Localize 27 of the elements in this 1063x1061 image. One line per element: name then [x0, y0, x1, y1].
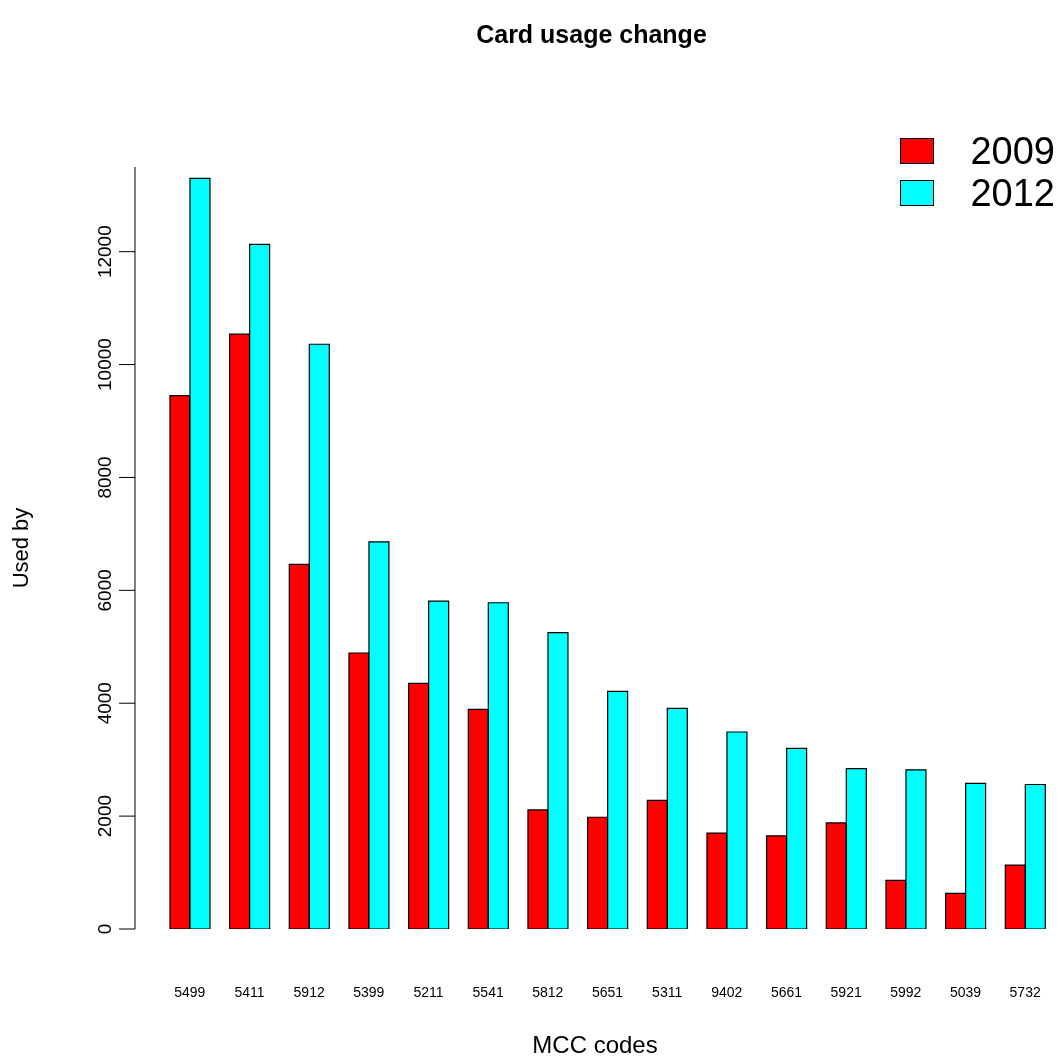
x-tick-label: 5651	[591, 983, 624, 1000]
x-tick-label: 5541	[472, 983, 504, 1000]
x-tick-label: 5411	[234, 983, 265, 1000]
legend-label: 2012	[970, 171, 1055, 215]
x-tick-label: 5992	[890, 983, 922, 1000]
chart-title: Card usage change	[475, 20, 708, 49]
x-tick-label: 5399	[353, 983, 385, 1000]
y-axis-title: Used by	[7, 507, 33, 589]
y-tick-label: 6000	[94, 569, 115, 612]
x-tick-label: 5499	[174, 983, 206, 1000]
x-tick-label: 5912	[293, 983, 325, 1000]
y-tick-label: 10000	[94, 338, 115, 391]
y-tick-label: 8000	[94, 456, 115, 499]
y-tick-label: 0	[94, 923, 115, 935]
x-axis-title: MCC codes	[532, 1031, 658, 1058]
y-tick-label: 12000	[94, 225, 115, 279]
legend-label: 2009	[970, 129, 1055, 173]
x-tick-label: 5921	[830, 983, 862, 1000]
y-tick-label: 4000	[94, 682, 115, 725]
x-tick-label: 5211	[413, 983, 444, 1000]
x-tick-label: 5039	[949, 983, 982, 1000]
x-tick-label: 5732	[1009, 983, 1041, 1000]
x-tick-label: 9402	[711, 983, 743, 1000]
x-tick-label: 5311	[652, 983, 683, 1000]
x-tick-label: 5661	[770, 983, 803, 1000]
x-tick-label: 5812	[532, 983, 564, 1000]
y-tick-label: 2000	[94, 794, 115, 838]
